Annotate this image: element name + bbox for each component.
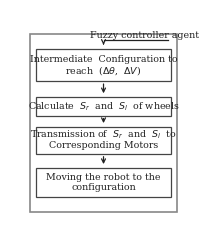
Text: Fuzzy controller agent: Fuzzy controller agent	[90, 31, 199, 40]
FancyBboxPatch shape	[36, 127, 171, 154]
FancyBboxPatch shape	[36, 168, 171, 197]
Text: Moving the robot to the: Moving the robot to the	[46, 173, 161, 182]
Text: reach  ($\Delta\theta$,  $\Delta V$): reach ($\Delta\theta$, $\Delta V$)	[65, 64, 142, 77]
FancyBboxPatch shape	[36, 49, 171, 81]
Text: Intermediate  Configuration to: Intermediate Configuration to	[30, 55, 177, 64]
Text: Transmission of  $S_r$  and  $S_l$  to: Transmission of $S_r$ and $S_l$ to	[30, 129, 177, 141]
Text: Corresponding Motors: Corresponding Motors	[49, 141, 158, 150]
Text: Calculate  $S_r$  and  $S_l$  of wheels: Calculate $S_r$ and $S_l$ of wheels	[28, 100, 179, 113]
Text: configuration: configuration	[71, 183, 136, 192]
FancyBboxPatch shape	[36, 97, 171, 116]
